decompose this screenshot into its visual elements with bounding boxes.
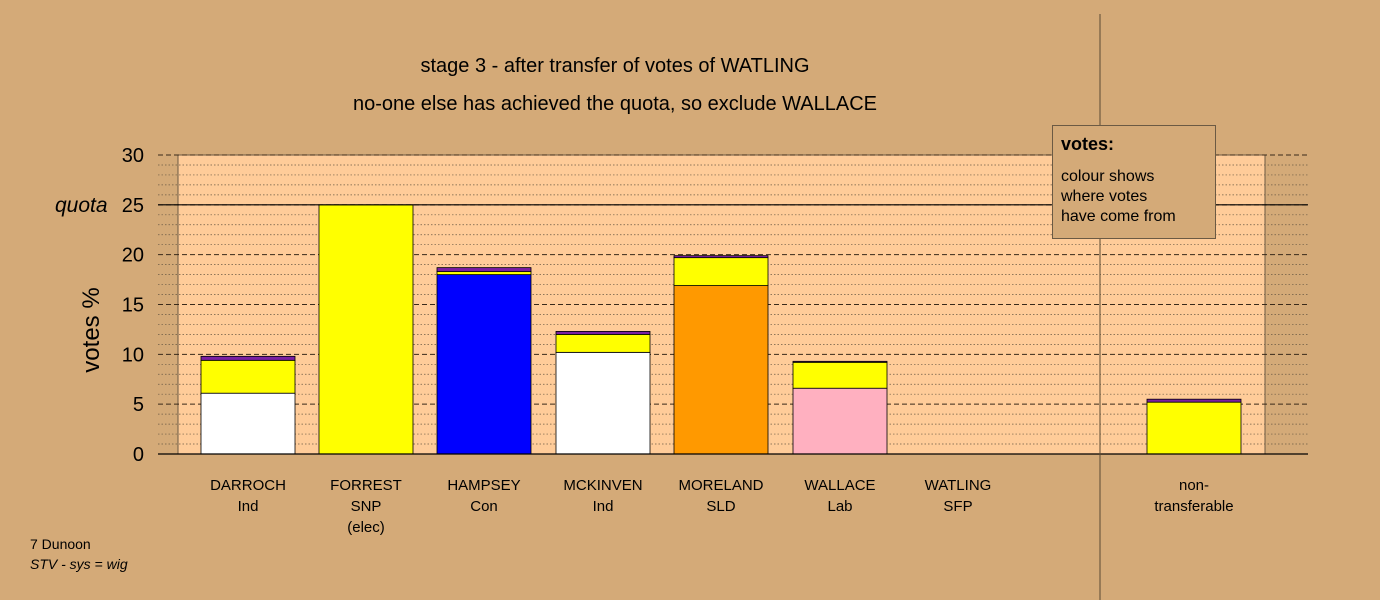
bar-segment: [318, 204, 414, 455]
category-label: HAMPSEY: [447, 477, 520, 494]
bar-segment: [555, 333, 651, 353]
category-label: MCKINVEN: [563, 477, 642, 494]
category-label: Lab: [827, 498, 852, 515]
chart-title: stage 3 - after transfer of votes of WAT…: [420, 55, 809, 77]
nontransferable-label: transferable: [1154, 498, 1233, 515]
category-label: SFP: [943, 498, 972, 515]
legend-box: votes: colour shows where votes have com…: [1052, 125, 1216, 239]
bar-segment: [673, 255, 769, 259]
bar-segment: [200, 359, 296, 394]
category-label: FORREST: [330, 477, 402, 494]
legend-line-1: colour shows: [1061, 168, 1155, 185]
category-label: SLD: [706, 498, 735, 515]
bar-segment: [1146, 398, 1242, 403]
bar-segment: [200, 392, 296, 455]
y-tick-label: 10: [122, 344, 144, 366]
y-tick-label: 25: [122, 195, 144, 217]
chart-subtitle: no-one else has achieved the quota, so e…: [353, 93, 877, 115]
category-label: Ind: [593, 498, 614, 515]
bar-segment: [436, 271, 532, 275]
category-label: WALLACE: [804, 477, 875, 494]
category-label: Ind: [238, 498, 259, 515]
y-tick-label: 20: [122, 245, 144, 267]
category-label: Con: [470, 498, 498, 515]
bar-segment: [792, 360, 888, 363]
y-tick-label: 0: [133, 444, 144, 466]
y-axis-label: votes %: [78, 287, 105, 372]
category-label: DARROCH: [210, 477, 286, 494]
bar-segment: [673, 257, 769, 286]
bar-segment: [200, 355, 296, 361]
legend-line-3: have come from: [1061, 208, 1176, 225]
bar-segment: [673, 285, 769, 455]
legend-line-2: where votes: [1061, 188, 1148, 205]
labels-layer: 0 5 10 15 20 25 30 quota votes % stage 3 - after …: [55, 55, 1234, 536]
y-tick-label: 15: [122, 295, 144, 317]
y-tick-label: 30: [122, 145, 144, 167]
bar-segment: [436, 274, 532, 455]
category-label: MORELAND: [678, 477, 763, 494]
bar-segment: [555, 351, 651, 455]
bar-segment: [555, 331, 651, 335]
bar-segment: [1146, 401, 1242, 455]
category-label: (elec): [347, 519, 385, 536]
bars-layer: [200, 204, 1242, 455]
bar-segment: [792, 387, 888, 455]
category-label: SNP: [351, 498, 382, 515]
legend-title: votes:: [1061, 134, 1115, 154]
footer-ward: 7 Dunoon: [30, 536, 91, 552]
y-tick-label: 5: [133, 394, 144, 416]
bar-segment: [436, 267, 532, 273]
category-label: WATLING: [925, 477, 992, 494]
footer-system: STV - sys = wig: [30, 556, 128, 572]
bar-segment: [792, 361, 888, 389]
quota-label: quota: [55, 194, 108, 217]
nontransferable-label: non-: [1179, 477, 1209, 494]
